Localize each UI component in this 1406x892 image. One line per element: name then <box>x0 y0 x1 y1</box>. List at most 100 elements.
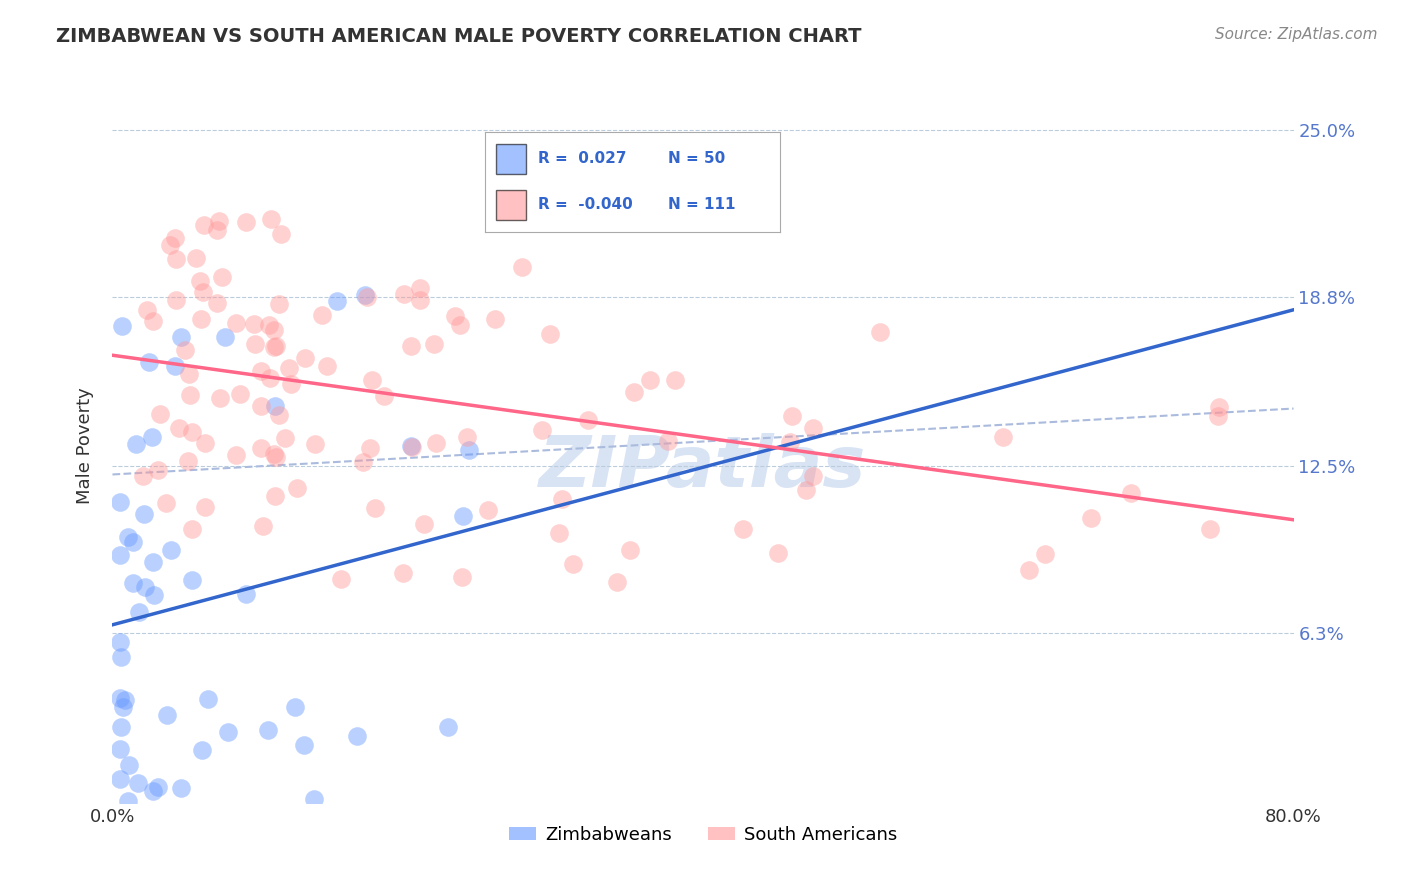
Point <box>205 296 228 310</box>
Point <box>207 222 229 236</box>
Point <box>274 431 297 445</box>
Point <box>181 425 204 440</box>
Point <box>316 359 339 373</box>
Point <box>170 781 193 796</box>
Point <box>801 469 824 483</box>
Point <box>280 376 302 391</box>
Point <box>437 720 460 734</box>
Point <box>779 434 801 449</box>
Point <box>142 314 165 328</box>
Point <box>484 311 506 326</box>
Point <box>141 430 163 444</box>
Point <box>114 693 136 707</box>
Point <box>413 516 436 531</box>
Point <box>142 555 165 569</box>
Point <box>263 340 285 354</box>
Point <box>450 570 472 584</box>
Point <box>354 287 377 301</box>
Point <box>177 368 200 382</box>
Point <box>135 302 157 317</box>
Point <box>169 330 191 344</box>
Point <box>731 522 754 536</box>
Point <box>165 252 187 266</box>
Point <box>193 219 215 233</box>
Point <box>356 290 378 304</box>
Point <box>285 481 308 495</box>
Point <box>235 587 257 601</box>
Point <box>1199 522 1222 536</box>
Point <box>399 439 422 453</box>
Point <box>263 322 285 336</box>
Point <box>242 317 264 331</box>
Point <box>269 297 291 311</box>
Point <box>188 275 211 289</box>
Point <box>249 400 271 414</box>
Point <box>780 409 803 423</box>
Point <box>108 495 131 509</box>
Point <box>225 316 247 330</box>
Point <box>173 343 195 357</box>
Point <box>259 371 281 385</box>
Y-axis label: Male Poverty: Male Poverty <box>76 388 94 504</box>
Point <box>108 742 131 756</box>
Point <box>392 566 415 581</box>
Point <box>449 318 471 332</box>
Point <box>108 691 131 706</box>
Point <box>576 412 599 426</box>
Point <box>263 489 285 503</box>
Point <box>155 496 177 510</box>
Point <box>179 388 201 402</box>
Point <box>1208 401 1230 415</box>
Point <box>142 783 165 797</box>
Point <box>451 509 474 524</box>
Point <box>606 574 628 589</box>
Text: ZIPatlas: ZIPatlas <box>540 433 866 502</box>
Point <box>548 526 571 541</box>
Point <box>159 238 181 252</box>
Point <box>330 572 353 586</box>
Point <box>278 360 301 375</box>
Point <box>457 442 479 457</box>
Point <box>444 309 467 323</box>
Point <box>425 435 447 450</box>
Point <box>264 339 287 353</box>
Point <box>551 492 574 507</box>
Point <box>294 351 316 366</box>
Point <box>190 743 212 757</box>
Point <box>311 309 333 323</box>
Point <box>801 421 824 435</box>
Point <box>197 692 219 706</box>
Point <box>110 649 132 664</box>
Point <box>134 507 156 521</box>
Point <box>346 729 368 743</box>
Point <box>108 772 131 786</box>
Point <box>477 503 499 517</box>
Point <box>360 373 382 387</box>
Point <box>128 606 150 620</box>
Point <box>250 441 273 455</box>
Point <box>110 720 132 734</box>
Point <box>401 440 423 454</box>
Point <box>108 548 131 562</box>
Point <box>304 792 326 806</box>
Point <box>794 483 817 498</box>
Point <box>256 723 278 737</box>
Point <box>149 407 172 421</box>
Point <box>269 408 291 422</box>
Point <box>167 421 190 435</box>
Point <box>1018 564 1040 578</box>
Point <box>214 330 236 344</box>
Point <box>208 392 231 406</box>
Point <box>194 435 217 450</box>
Point <box>250 364 273 378</box>
Point <box>134 580 156 594</box>
Point <box>112 699 135 714</box>
Text: ZIMBABWEAN VS SOUTH AMERICAN MALE POVERTY CORRELATION CHART: ZIMBABWEAN VS SOUTH AMERICAN MALE POVERT… <box>56 27 862 45</box>
Point <box>1080 510 1102 524</box>
Point <box>257 318 280 332</box>
Point <box>190 312 212 326</box>
Point <box>510 260 533 274</box>
Point <box>252 518 274 533</box>
Point <box>530 423 553 437</box>
Point <box>132 469 155 483</box>
